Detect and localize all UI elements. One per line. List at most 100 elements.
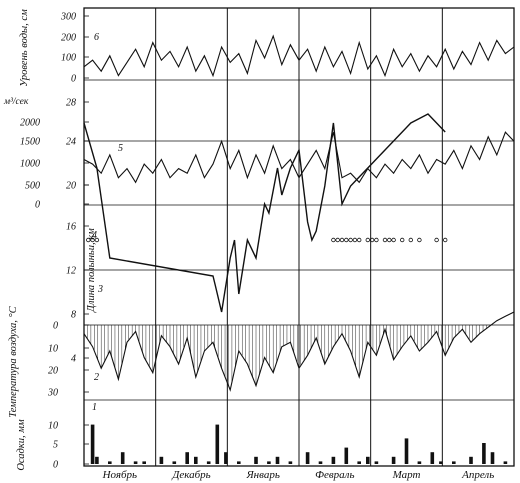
month-label: Декабрь [171,469,210,481]
precipitation-bar [108,461,112,464]
precipitation-bar [95,456,99,464]
precipitation-bar [430,452,435,464]
open-water-marker [443,237,448,243]
precipitation-bar [391,456,396,464]
open-water-marker [382,237,388,243]
ice-thickness-tick-label: 8 [71,310,76,321]
series-number-label: 5 [118,143,123,154]
ice-axis-title: Длина полыньи, км [86,228,97,313]
open-water-marker [339,237,345,243]
precipitation-bar [120,452,125,464]
precipitation-bar [267,461,271,464]
discharge-tick-label: 0 [35,200,40,211]
open-water-marker [417,237,422,243]
precipitation-bar [206,461,211,464]
discharge-tick-label: 500 [25,181,40,192]
ice-thickness-tick-label: 24 [66,137,76,148]
water-level-axis-title: Уровень воды, см [19,9,30,87]
precipitation-bar [503,461,508,464]
open-water-marker [357,237,362,243]
discharge-line [83,131,515,184]
open-water-marker [348,237,353,243]
precipitation-bar [366,456,370,464]
discharge-tick-label: 1000 [20,159,40,170]
precipitation-bar [404,438,409,464]
precipitation-bar [490,452,495,464]
precipitation-bar [237,461,241,464]
discharge-tick-label: 1500 [20,137,40,148]
precipitation-bar [439,461,443,464]
precipitation-bar [254,456,258,464]
open-water-marker [86,237,91,243]
precipitation-bar [215,424,220,464]
precipitation-bar [344,447,349,464]
air-temperature-tick-label: 30 [47,388,58,399]
precipitation-bar [374,461,379,464]
ice-thickness-tick-label: 4 [71,354,76,365]
air-temperature-tick-label: 20 [48,366,58,377]
precipitation-bar [318,461,323,464]
open-water-marker [408,237,413,243]
precipitation-bar [90,424,95,464]
month-label: Апрель [461,469,494,481]
month-label: Март [392,469,421,481]
open-water-marker [352,237,358,243]
precipitation-axis-title: Осадки, мм [16,419,27,471]
open-water-marker [374,237,379,243]
precipitation-tick-label: 0 [53,460,58,471]
precipitation-bar [275,456,280,464]
precipitation-bar [417,461,422,464]
air-temperature-tick-label: 0 [53,321,58,332]
precipitation-tick-label: 5 [53,440,58,451]
chart-marks [83,34,515,464]
temperature-axis-title: Температура воздуха, °С [8,305,19,417]
air-temperature-line [83,311,515,392]
open-water-marker [365,237,370,243]
open-water-marker [344,237,349,243]
ice-thickness-tick-label: 20 [66,181,76,192]
series-number-label: 4 [92,230,97,241]
ice-thickness-tick-label: 12 [66,266,76,277]
open-water-marker [391,237,396,243]
ice-thickness-line [83,113,446,313]
series-number-label: 1 [92,402,97,413]
chart-frame [83,7,515,467]
precipitation-bar [469,456,473,464]
precipitation-bar [224,452,228,464]
series-number-label: 3 [97,284,103,295]
precipitation-bar [288,461,293,464]
open-water-marker [335,237,340,243]
precipitation-bar [482,443,486,464]
chart-labels: 3002001000200015001000500028242016128401… [3,9,494,481]
air-temperature-tick-label: 10 [48,344,58,355]
precipitation-bar [194,456,198,464]
open-water-marker [387,237,392,243]
precipitation-bar [142,461,146,464]
discharge-tick-label: 2000 [20,118,40,129]
precipitation-bar [357,461,361,464]
series-number-label: 6 [94,32,99,43]
precipitation-bar [305,452,310,464]
water-level-tick-label: 200 [61,33,76,44]
open-water-marker [331,237,336,243]
open-water-marker [94,237,100,243]
precipitation-bar [452,461,456,464]
month-label: Ноябрь [102,469,137,481]
month-label: Февраль [315,469,354,481]
precipitation-bar [172,461,177,464]
precipitation-bar [331,456,336,464]
discharge-units: м³/сек [3,97,29,107]
precipitation-bar [185,452,189,464]
ice-thickness-tick-label: 28 [66,98,76,109]
ice-thickness-tick-label: 16 [66,222,76,233]
month-label: Январь [245,469,279,481]
water-level-tick-label: 0 [71,74,76,85]
series-number-label: 2 [94,372,99,383]
open-water-marker [369,237,375,243]
water-level-line [83,34,515,78]
open-water-marker [90,237,95,243]
open-water-marker [434,237,439,243]
water-level-tick-label: 300 [60,12,76,23]
precipitation-bar [133,461,138,464]
